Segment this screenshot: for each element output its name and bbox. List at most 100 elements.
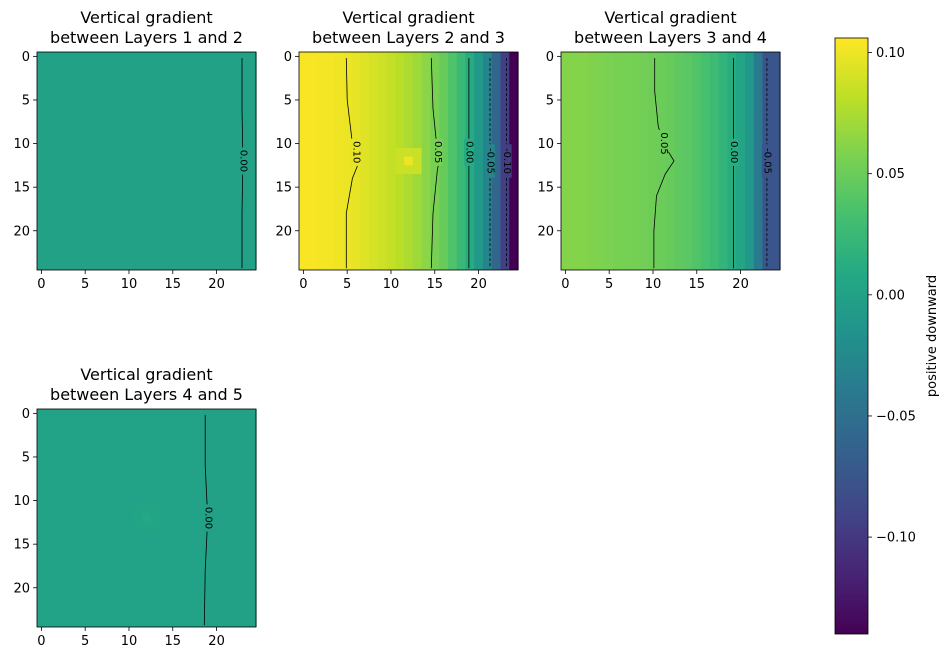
heatmap-column bbox=[439, 52, 449, 270]
panel-title-line: Vertical gradient bbox=[604, 8, 736, 27]
x-tick-label: 10 bbox=[383, 277, 400, 292]
heatmap-column bbox=[447, 52, 458, 270]
heatmap-column bbox=[509, 52, 519, 270]
axes-frame bbox=[36, 51, 257, 271]
heatmap-column bbox=[37, 52, 47, 270]
heatmap-column bbox=[212, 52, 222, 270]
heatmap-column bbox=[456, 52, 467, 270]
y-tick-label: 10 bbox=[13, 494, 30, 509]
y-tick-label: 5 bbox=[284, 93, 292, 108]
colorbar-tick-label: 0.05 bbox=[876, 167, 905, 182]
y-tick-label: 5 bbox=[22, 450, 30, 465]
x-tick-label: 15 bbox=[427, 277, 444, 292]
heatmap-column bbox=[657, 52, 667, 270]
y-tick-label: 20 bbox=[537, 224, 554, 239]
x-tick-label: 5 bbox=[343, 277, 351, 292]
heatmap-column bbox=[124, 52, 134, 270]
x-tick-label: 0 bbox=[37, 634, 45, 649]
heatmap-cell bbox=[412, 147, 422, 157]
contour-label-bg bbox=[432, 138, 443, 166]
x-tick-label: 20 bbox=[208, 277, 225, 292]
heatmap-cell bbox=[395, 147, 405, 157]
contour-label: 0.05 bbox=[432, 141, 443, 163]
contour-label-bg bbox=[501, 144, 512, 178]
heatmap-column bbox=[80, 52, 91, 270]
colorbar-tick-label: 0.00 bbox=[876, 288, 905, 303]
heatmap-column bbox=[744, 52, 755, 270]
heatmap-column bbox=[54, 409, 64, 627]
x-tick-label: 10 bbox=[121, 634, 138, 649]
y-tick-label: 10 bbox=[275, 137, 292, 152]
contour-label: 0.10 bbox=[350, 141, 361, 163]
heatmap-column bbox=[115, 52, 126, 270]
heatmap-column bbox=[692, 52, 702, 270]
heatmap-column bbox=[753, 52, 764, 270]
heatmap-column bbox=[736, 52, 746, 270]
heatmap-cell bbox=[412, 156, 422, 166]
contour-label: 0.00 bbox=[463, 141, 474, 163]
axes-frame bbox=[560, 51, 781, 271]
heatmap-column bbox=[421, 52, 431, 270]
heatmap-cells bbox=[37, 52, 257, 270]
heatmap-column bbox=[316, 52, 326, 270]
x-tick-label: 20 bbox=[470, 277, 487, 292]
y-tick-label: 20 bbox=[13, 581, 30, 596]
heatmap-column bbox=[203, 52, 213, 270]
y-tick-label: 5 bbox=[546, 93, 554, 108]
y-tick-label: 15 bbox=[537, 181, 554, 196]
contour-label-bg bbox=[202, 504, 213, 532]
heatmap-column bbox=[89, 409, 99, 627]
heatmap-column bbox=[72, 409, 82, 627]
x-tick-label: 20 bbox=[208, 634, 225, 649]
contour-label-bg bbox=[728, 138, 739, 166]
contour-label-bg bbox=[484, 144, 495, 178]
contour-label: -0.05 bbox=[484, 148, 495, 174]
heatmap-column bbox=[674, 52, 685, 270]
heatmap-column bbox=[631, 52, 641, 270]
contour-label-bg bbox=[761, 144, 772, 178]
heatmap-cell bbox=[395, 165, 405, 175]
colorbar-tick-label: −0.10 bbox=[876, 531, 916, 546]
heatmap-column bbox=[229, 409, 240, 627]
heatmap-column bbox=[63, 52, 73, 270]
y-tick-label: 10 bbox=[537, 137, 554, 152]
heatmap-column bbox=[247, 52, 257, 270]
x-tick-label: 20 bbox=[732, 277, 749, 292]
colorbar-tick-label: −0.05 bbox=[876, 409, 916, 424]
y-tick-label: 0 bbox=[284, 50, 292, 65]
heatmap-column bbox=[491, 52, 502, 270]
y-tick-label: 5 bbox=[22, 93, 30, 108]
heatmap-column bbox=[648, 52, 658, 270]
y-tick-label: 0 bbox=[546, 50, 554, 65]
heatmap-cell bbox=[412, 165, 422, 175]
panel-title-line: between Layers 3 and 4 bbox=[574, 28, 767, 47]
heatmap-column bbox=[334, 52, 344, 270]
heatmap-column bbox=[124, 409, 134, 627]
heatmap-column bbox=[639, 52, 650, 270]
heatmap-column bbox=[177, 52, 187, 270]
heatmap-column bbox=[360, 52, 370, 270]
heatmap-column bbox=[45, 52, 56, 270]
heatmap-column bbox=[107, 52, 117, 270]
heatmap-column bbox=[587, 52, 597, 270]
heatmap-cell bbox=[142, 504, 151, 514]
contour-label: -0.05 bbox=[761, 148, 772, 174]
heatmap-column bbox=[63, 409, 73, 627]
contour-label-bg bbox=[463, 138, 474, 166]
x-tick-label: 10 bbox=[645, 277, 662, 292]
y-tick-label: 15 bbox=[13, 538, 30, 553]
heatmap-column bbox=[718, 52, 729, 270]
heatmap-column bbox=[299, 52, 309, 270]
heatmap-column bbox=[325, 52, 335, 270]
heatmap-column bbox=[133, 52, 143, 270]
heatmap-column bbox=[342, 52, 353, 270]
heatmap-column bbox=[369, 52, 379, 270]
x-tick-label: 15 bbox=[689, 277, 706, 292]
heatmap-column bbox=[229, 52, 240, 270]
heatmap-column bbox=[72, 52, 82, 270]
panel-title-line: Vertical gradient bbox=[80, 365, 212, 384]
